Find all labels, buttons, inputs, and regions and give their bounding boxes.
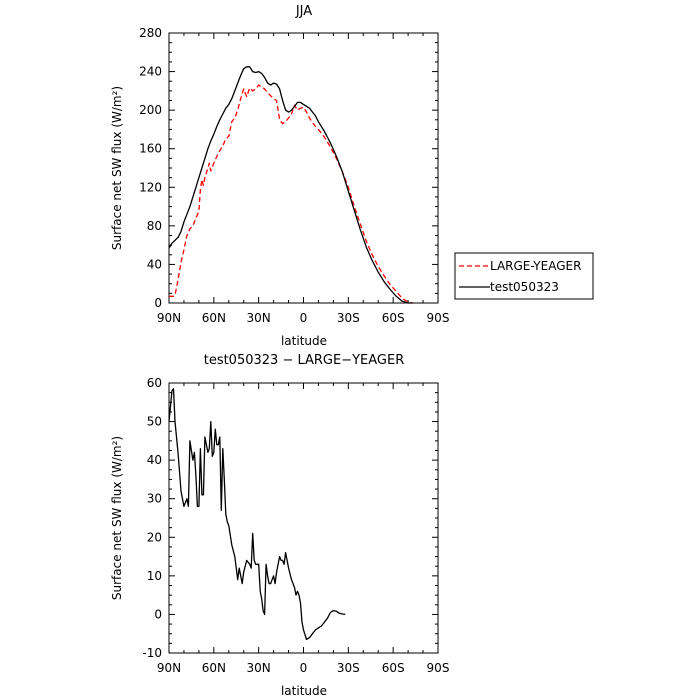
bottom-axis-ticks: 90N 60N 30N 0 30S 60S 90S -10 0 10 20 30 40 50 60 (142, 376, 449, 675)
top-y-tick-label: 80 (147, 219, 162, 233)
bottom-x-tick-label: 30N (247, 661, 271, 675)
top-x-tick-label: 0 (300, 311, 308, 325)
bottom-y-tick-label: 60 (147, 376, 162, 390)
top-y-tick-label: 160 (139, 142, 162, 156)
legend-label-large-yeager: LARGE-YEAGER (490, 259, 581, 273)
top-plot-frame (168, 32, 439, 304)
bottom-x-tick-label: 30S (337, 661, 360, 675)
top-x-tick-label: 30N (247, 311, 271, 325)
bottom-x-tick-label: 90S (427, 661, 450, 675)
top-series-line-large-yeager (169, 84, 413, 304)
top-y-tick-label: 0 (154, 296, 162, 310)
bottom-y-tick-label: 0 (154, 607, 162, 621)
bottom-x-tick-label: 90N (157, 661, 181, 675)
bottom-y-tick-label: 10 (147, 569, 162, 583)
bottom-series-line-0 (168, 388, 346, 641)
legend: LARGE-YEAGER test050323 (454, 252, 594, 300)
bottom-x-tick-label: 0 (300, 661, 308, 675)
bottom-x-tick-label: 60N (202, 661, 226, 675)
top-y-tick-label: 120 (139, 180, 162, 194)
bottom-series-lines (168, 388, 346, 641)
top-series-line-test050323 (168, 66, 413, 304)
top-y-axis-label: Surface net SW flux (W/m²) (110, 86, 124, 250)
bottom-x-tick-label: 60S (382, 661, 405, 675)
bottom-x-axis-label: latitude (281, 684, 327, 698)
top-x-tick-label: 60N (202, 311, 226, 325)
top-y-tick-label: 40 (147, 257, 162, 271)
bottom-y-tick-label: 30 (147, 492, 162, 506)
bottom-plot-frame (168, 382, 439, 654)
top-x-tick-label: 90S (427, 311, 450, 325)
bottom-y-axis-label: Surface net SW flux (W/m²) (110, 436, 124, 600)
top-chart-title: JJA (295, 4, 312, 19)
bottom-y-tick-label: -10 (142, 646, 162, 660)
top-panel: JJA 90N 60N 30N 0 30S 60S 90S 0 40 80 120 160 200 240… (110, 4, 594, 348)
legend-label-test050323: test050323 (490, 280, 559, 294)
bottom-y-tick-label: 40 (147, 453, 162, 467)
top-x-tick-label: 60S (382, 311, 405, 325)
top-y-tick-label: 280 (139, 26, 162, 40)
top-x-tick-label: 90N (157, 311, 181, 325)
top-y-tick-label: 240 (139, 65, 162, 79)
legend-box (454, 252, 594, 300)
top-x-tick-label: 30S (337, 311, 360, 325)
bottom-panel: test050323 − LARGE−YEAGER 90N 60N 30N 0 30S 6… (110, 353, 449, 698)
top-x-axis-label: latitude (281, 334, 327, 348)
bottom-chart-title: test050323 − LARGE−YEAGER (204, 353, 405, 368)
bottom-y-tick-label: 50 (147, 415, 162, 429)
top-axis-ticks: 90N 60N 30N 0 30S 60S 90S 0 40 80 120 160 200 240 280 (139, 26, 449, 325)
top-y-tick-label: 200 (139, 103, 162, 117)
top-series-lines (168, 66, 413, 304)
bottom-y-tick-label: 20 (147, 530, 162, 544)
